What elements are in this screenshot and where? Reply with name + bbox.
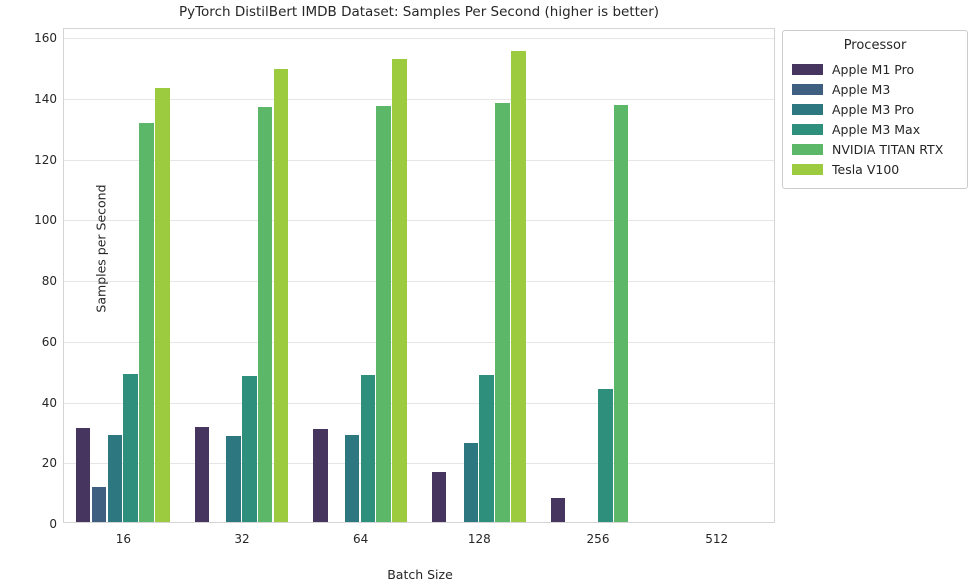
bar [242,376,257,522]
legend-swatch-icon [792,83,823,95]
y-tick-label: 40 [41,395,57,410]
gridline [64,159,774,161]
legend-item[interactable]: Apple M1 Pro [792,59,958,79]
gridline [64,341,774,343]
legend-item[interactable]: NVIDIA TITAN RTX [792,139,958,159]
bar [598,389,613,522]
gridline [64,98,774,100]
legend: Processor Apple M1 Pro Apple M3 Apple M3 P… [782,30,968,189]
bar [123,373,138,522]
y-axis-label: Samples per Second [93,184,109,313]
legend-item-label: NVIDIA TITAN RTX [832,141,944,157]
gridline [64,402,774,404]
legend-item[interactable]: Tesla V100 [792,159,958,179]
bar [75,427,91,522]
legend-item-label: Apple M1 Pro [832,61,915,77]
bar [257,106,273,522]
x-tick-label: 128 [467,532,491,546]
bar [392,59,407,522]
legend-title: Processor [843,38,907,53]
y-tick-label: 140 [34,91,57,106]
gridline [64,38,774,40]
legend-item[interactable]: Apple M3 Max [792,119,958,139]
bar [431,471,447,522]
legend-item-label: Apple M3 Max [832,121,921,137]
gridline [64,463,774,465]
legend-rows: Apple M1 Pro Apple M3 Apple M3 Pro Apple M3… [792,59,958,179]
y-tick-label: 120 [34,152,57,167]
gridline [64,220,774,222]
y-tick-label: 160 [34,31,57,46]
y-tick-label: 100 [34,213,57,228]
bar [273,69,289,522]
x-tick-label: 32 [234,532,250,546]
bar [344,435,360,522]
bar [360,375,376,522]
y-tick-label: 0 [49,517,57,531]
y-tick-label: 60 [41,334,57,349]
legend-swatch-icon [792,103,823,115]
bar [495,102,510,522]
x-tick-label: 16 [115,532,131,546]
gridlines [64,29,774,522]
y-tick-label: 80 [41,274,57,289]
legend-item-label: Tesla V100 [832,161,900,177]
bar [463,443,479,522]
gridline [64,281,774,283]
legend-item-label: Apple M3 [832,81,891,97]
legend-item-label: Apple M3 Pro [832,101,915,117]
bar [376,105,392,522]
bar [479,375,494,522]
plot-area: 0 20 40 60 80 100 120 140 160 16 32 64 128 256 512 Sa… [34,28,775,582]
legend-swatch-icon [792,143,823,155]
bar [550,498,566,522]
y-tick-label: 20 [41,456,57,471]
legend-swatch-icon [792,63,823,75]
legend-swatch-icon [792,163,823,175]
x-tick-label: 256 [586,532,610,546]
bar [226,435,241,522]
bar [139,122,154,522]
legend-item[interactable]: Apple M3 Pro [792,99,958,119]
x-axis-label: Batch Size [387,567,453,582]
bar [91,487,107,522]
bars-layer [64,29,774,522]
bar [107,435,123,522]
x-tick-label: 64 [353,532,369,546]
bar [613,105,629,522]
bar [194,426,210,522]
legend-swatch-icon [792,123,823,135]
bar [510,50,526,522]
bar [313,429,328,522]
chart-title: PyTorch DistilBert IMDB Dataset: Samples… [178,4,660,20]
legend-item[interactable]: Apple M3 [792,79,958,99]
x-tick-label: 512 [705,532,729,546]
bar [154,88,170,522]
